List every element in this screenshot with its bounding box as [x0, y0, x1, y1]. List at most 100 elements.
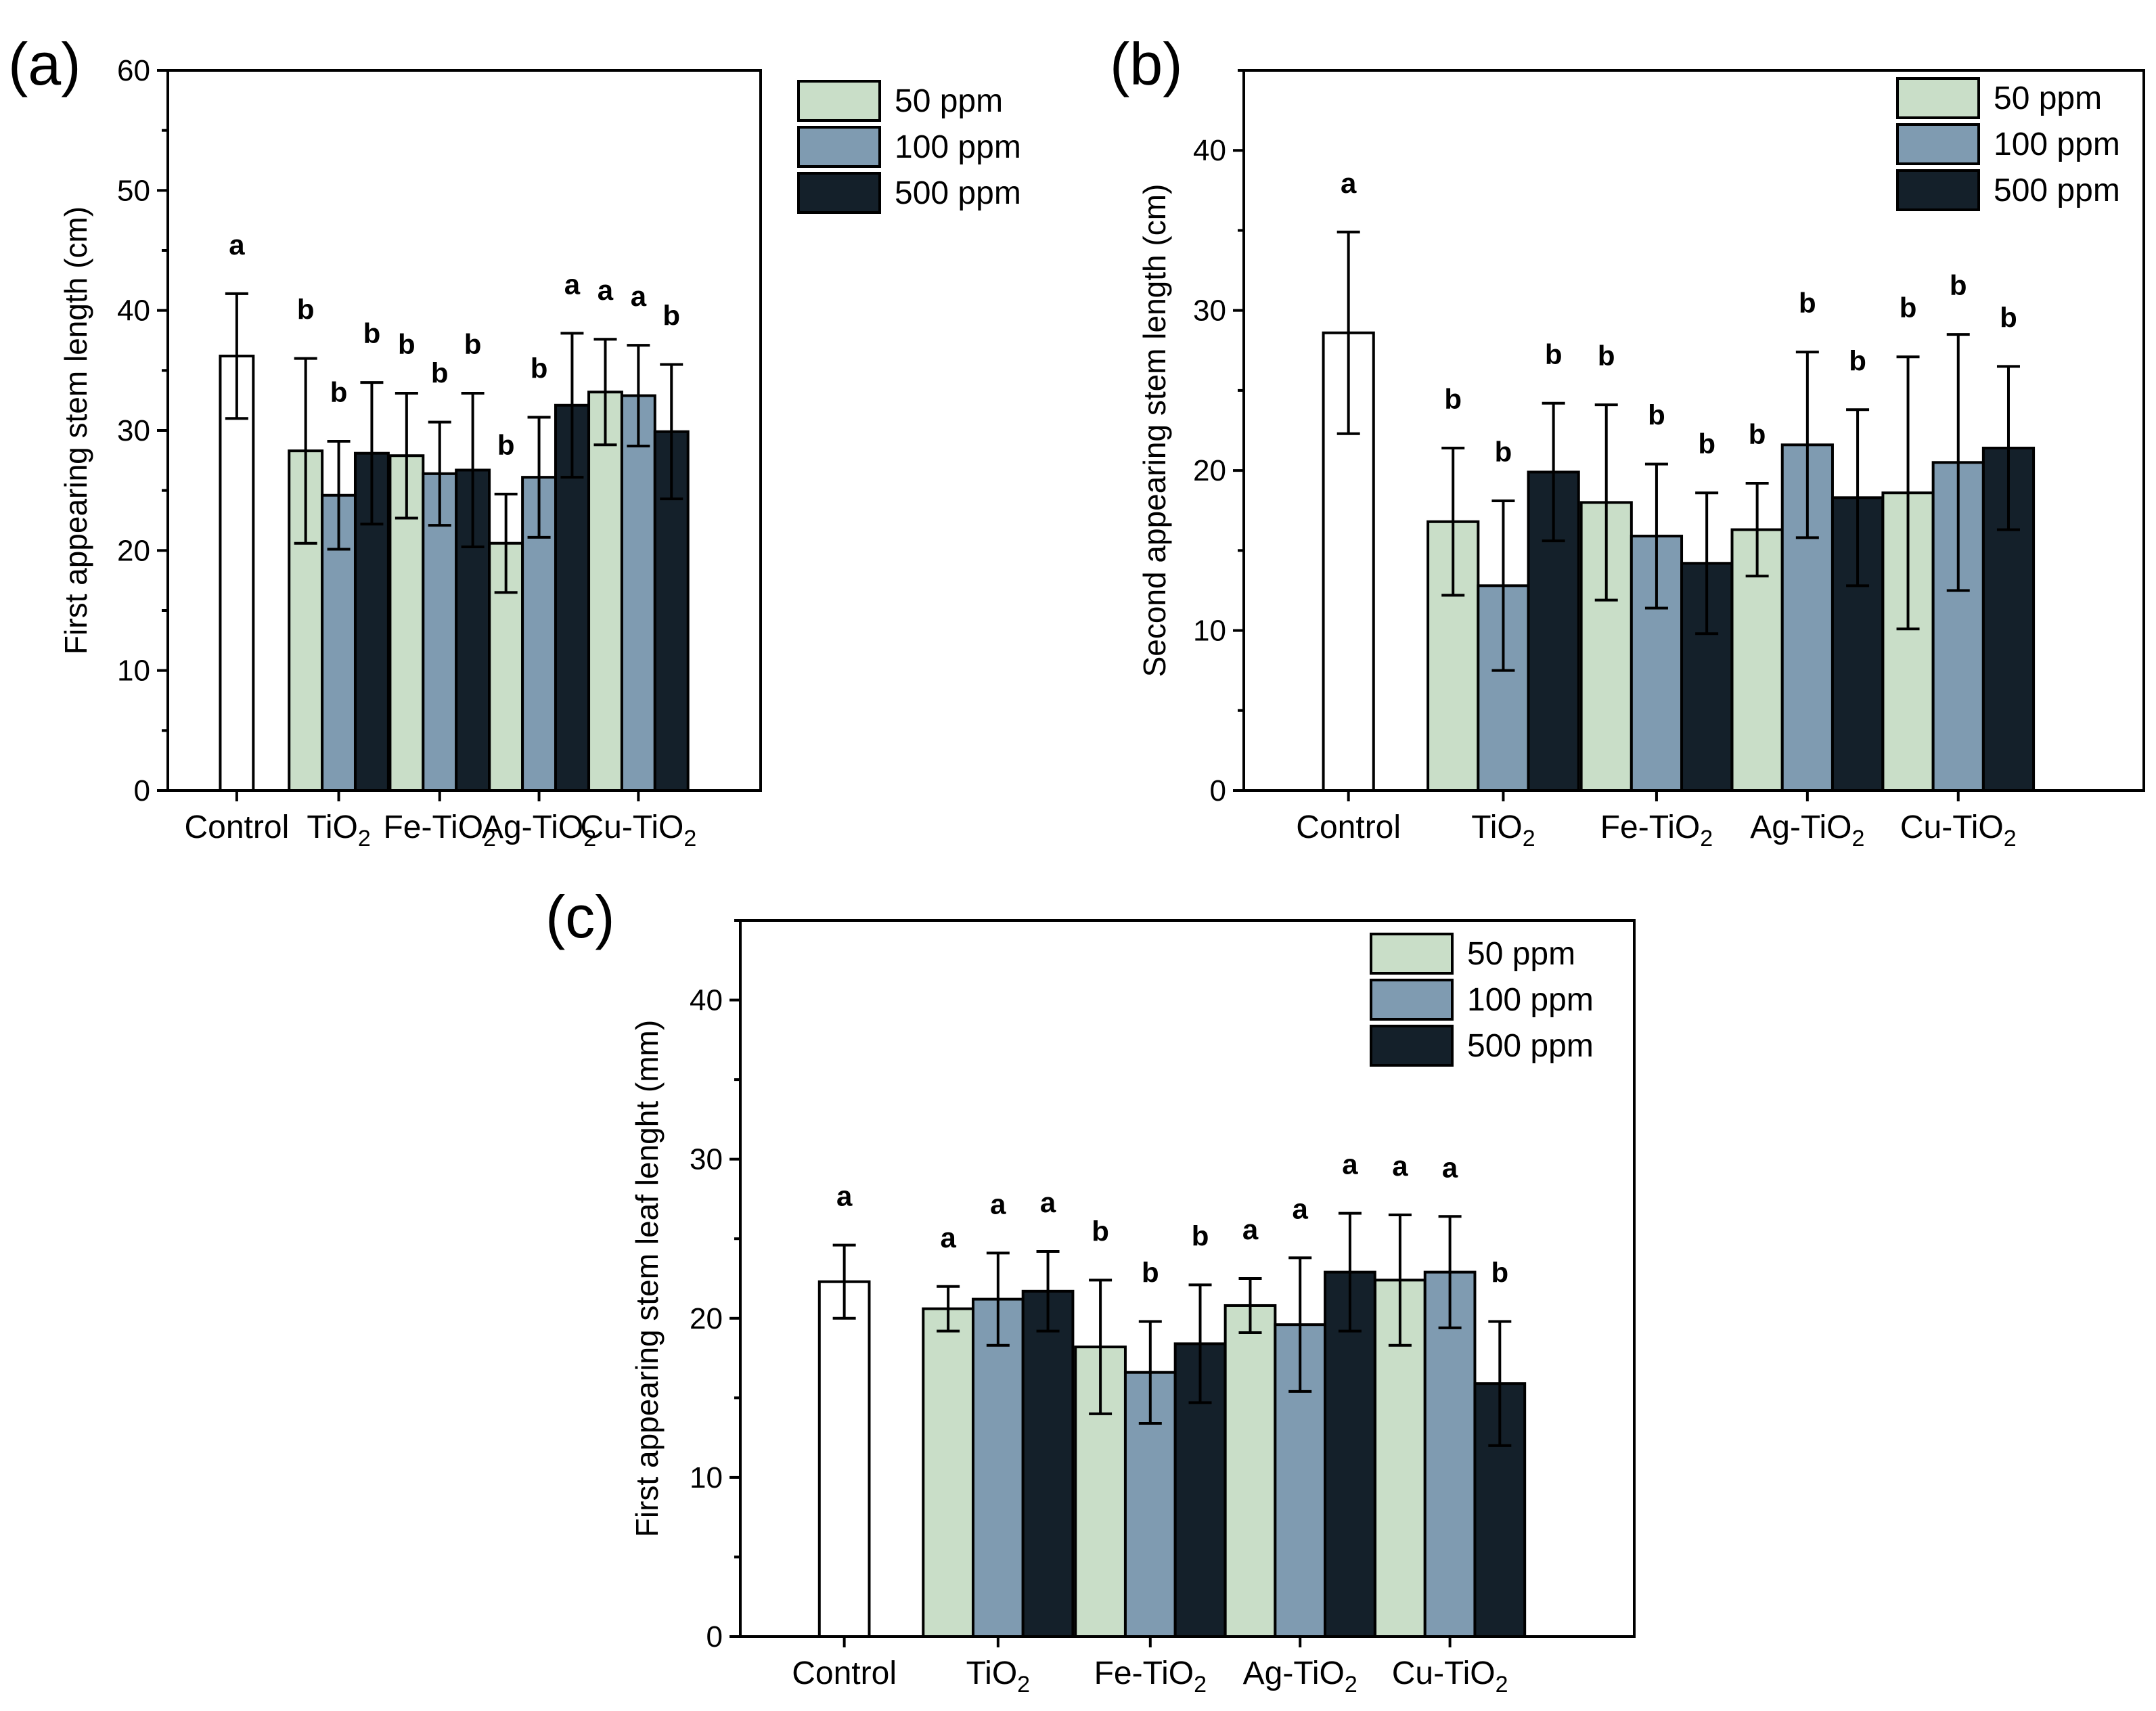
legend-label-0: 50 ppm	[1994, 81, 2102, 116]
significance-letter: b	[330, 376, 348, 408]
legend-label-2: 500 ppm	[1994, 173, 2120, 208]
y-tick-label: 20	[117, 534, 150, 567]
significance-letter: a	[564, 268, 581, 300]
y-tick-label: 30	[690, 1143, 723, 1176]
y-tick-label: 10	[690, 1461, 723, 1494]
significance-letter: b	[1849, 345, 1866, 376]
significance-letter: a	[229, 229, 245, 261]
y-tick-label: 40	[1193, 134, 1226, 167]
y-tick-label: 50	[117, 174, 150, 207]
significance-letter: b	[1799, 287, 1816, 319]
legend-swatch-1	[1370, 979, 1454, 1021]
category-label-1: TiO2	[966, 1656, 1030, 1697]
y-tick-label: 60	[117, 54, 150, 87]
legend-swatch-2	[1370, 1025, 1454, 1067]
bar-100-ppm-3	[620, 394, 656, 792]
significance-letter: a	[1392, 1150, 1408, 1182]
significance-letter: a	[1342, 1149, 1358, 1180]
significance-letter: b	[1598, 340, 1615, 372]
category-label-0: Control	[1296, 809, 1401, 845]
category-label-2: Fe-TiO2	[1094, 1656, 1207, 1697]
y-tick-label: 20	[690, 1302, 723, 1335]
y-tick-label: 30	[117, 414, 150, 447]
significance-letter: b	[1495, 436, 1512, 468]
category-label-3: Ag-TiO2	[482, 809, 596, 851]
bar-100-ppm-0	[971, 1297, 1025, 1638]
y-tick-label: 10	[117, 654, 150, 688]
significance-letter: b	[398, 328, 416, 360]
panel-letter: (b)	[1110, 30, 1183, 97]
y-axis-title: First appearing stem length (cm)	[58, 206, 93, 654]
significance-letter: a	[1341, 167, 1357, 199]
significance-letter: b	[363, 317, 381, 349]
y-tick-label: 0	[706, 1620, 723, 1653]
category-label-2: Fe-TiO2	[383, 809, 495, 851]
significance-letter: b	[1092, 1215, 1109, 1247]
bar-50-ppm-0	[922, 1307, 974, 1639]
significance-letter: b	[1950, 269, 1967, 301]
bar-control	[219, 355, 255, 792]
significance-letter: a	[631, 280, 647, 312]
y-axis-title: Second appearing stem length (cm)	[1137, 184, 1172, 677]
significance-letter: b	[662, 299, 680, 331]
chart-panel-c: (c) 0 10 20 30 40 First appearing stem leaf le…	[545, 883, 1636, 1697]
significance-letter: a	[1442, 1151, 1458, 1183]
bar-100-ppm-3	[1423, 1270, 1477, 1638]
legend-swatch-1	[797, 126, 881, 168]
chart-panel-a: (a) 0 10 20 30 40 50 60 First appearing stem len…	[8, 30, 1021, 851]
significance-letter: b	[1142, 1256, 1159, 1288]
category-label-0: Control	[185, 809, 290, 845]
legend-swatch-2	[1896, 169, 1980, 211]
legend-label-2: 500 ppm	[895, 175, 1021, 211]
legend-swatch-1	[1896, 123, 1980, 165]
category-label-3: Ag-TiO2	[1243, 1656, 1357, 1697]
panel-letter: (a)	[8, 30, 81, 97]
category-label-4: Cu-TiO2	[1900, 809, 2017, 851]
legend-swatch-0	[797, 80, 881, 122]
panel-letter: (c)	[545, 883, 615, 950]
significance-letter: b	[531, 352, 548, 384]
y-tick-label: 0	[1210, 774, 1226, 807]
significance-letter: b	[464, 328, 482, 360]
legend-label-1: 100 ppm	[1467, 982, 1594, 1018]
category-label-2: Fe-TiO2	[1600, 809, 1713, 851]
legend-swatch-2	[797, 172, 881, 214]
chart-panel-b: (b) 0 10 20 30 40 Second appearing stem length…	[1110, 30, 2145, 851]
significance-letter: a	[1040, 1186, 1056, 1218]
y-tick-label: 40	[690, 984, 723, 1017]
legend-swatch-0	[1370, 933, 1454, 975]
significance-letter: b	[1648, 399, 1665, 431]
significance-letter: a	[598, 274, 614, 306]
category-label-0: Control	[792, 1656, 897, 1691]
y-axis-title: First appearing stem leaf lenght (mm)	[629, 1020, 665, 1537]
category-label-1: TiO2	[307, 809, 370, 851]
significance-letter: b	[1900, 292, 1917, 324]
significance-letter: b	[1491, 1256, 1508, 1288]
y-tick-label: 30	[1193, 294, 1226, 328]
y-tick-label: 10	[1193, 615, 1226, 648]
legend-swatch-0	[1896, 77, 1980, 119]
y-tick-label: 40	[117, 294, 150, 328]
significance-letter: b	[2000, 301, 2017, 333]
legend-label-2: 500 ppm	[1467, 1028, 1594, 1064]
significance-letter: a	[940, 1222, 956, 1253]
significance-letter: b	[1545, 338, 1563, 370]
legend-label-0: 50 ppm	[895, 83, 1003, 119]
bar-500-ppm-0	[1021, 1289, 1075, 1638]
significance-letter: a	[836, 1180, 853, 1212]
significance-letter: b	[1698, 428, 1715, 460]
category-label-4: Cu-TiO2	[1392, 1656, 1508, 1697]
y-tick-label: 20	[1193, 454, 1226, 487]
significance-letter: b	[431, 357, 449, 389]
y-tick-label: 0	[134, 774, 150, 807]
category-label-1: TiO2	[1471, 809, 1535, 851]
category-label-3: Ag-TiO2	[1750, 809, 1864, 851]
legend-label-1: 100 ppm	[895, 129, 1021, 165]
bar-50-ppm-2	[1223, 1304, 1277, 1638]
significance-letter: a	[1242, 1214, 1259, 1245]
bar-control	[817, 1280, 871, 1639]
significance-letter: b	[1444, 383, 1462, 415]
significance-letter: b	[1749, 418, 1766, 450]
legend-label-0: 50 ppm	[1467, 936, 1575, 972]
significance-letter: a	[990, 1188, 1006, 1220]
